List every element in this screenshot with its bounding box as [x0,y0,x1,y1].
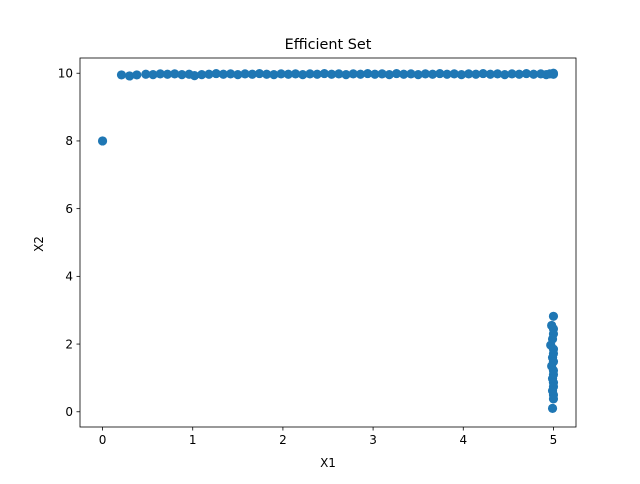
x-tick-label-4: 4 [459,433,467,447]
data-point-58 [529,69,539,79]
data-point-22 [269,69,279,80]
points-layer [97,68,559,413]
data-point-36 [370,69,380,79]
data-point-43 [420,69,430,79]
data-point-11 [189,71,200,81]
data-point-45 [435,68,445,79]
data-point-57 [521,68,532,79]
x-axis-label: X1 [320,456,336,470]
data-point-35 [363,68,373,79]
data-point-32 [341,69,351,80]
data-point-50 [471,69,481,79]
data-point-54 [500,69,510,80]
data-point-2 [125,71,135,81]
data-point-30 [327,69,337,79]
y-tick-label-4: 4 [65,270,73,284]
data-point-63 [548,68,559,78]
data-point-9 [177,69,187,80]
data-point-18 [240,69,250,79]
y-tick-label-6: 6 [65,202,73,216]
y-axis-label: X2 [32,236,46,252]
data-point-34 [355,69,366,79]
x-tick-label-3: 3 [369,433,377,447]
y-tick-label-10: 10 [58,67,73,81]
data-point-28 [312,69,322,79]
data-point-4 [141,69,151,79]
data-point-64 [548,311,559,321]
data-point-82 [548,394,559,404]
data-point-21 [262,69,272,79]
data-point-39 [391,68,402,79]
data-point-53 [492,69,503,79]
data-point-27 [305,69,315,79]
data-point-55 [507,69,517,79]
data-point-37 [377,69,387,79]
data-point-83 [547,403,558,413]
data-point-8 [170,69,180,79]
data-point-6 [155,69,165,79]
y-tick-label-0: 0 [65,405,73,419]
data-point-5 [148,69,158,80]
data-point-15 [218,69,228,79]
data-point-23 [276,69,286,79]
data-point-52 [485,69,495,79]
data-point-12 [197,69,207,80]
data-point-25 [290,69,301,79]
data-point-31 [334,69,344,79]
data-point-20 [254,68,265,79]
data-point-33 [348,69,358,79]
data-point-19 [247,69,257,79]
data-point-13 [204,69,214,79]
data-point-48 [456,69,467,80]
axes-layer: 0 1 2 3 4 5 0 2 4 6 8 10 [58,57,577,447]
data-point-14 [211,68,221,79]
chart-title: Efficient Set [285,37,372,53]
data-point-49 [464,69,474,79]
x-tick-label-5: 5 [550,433,558,447]
data-point-46 [442,69,452,79]
data-point-24 [283,69,293,79]
data-point-3 [132,70,142,80]
data-point-17 [233,69,243,80]
x-tick-label-2: 2 [279,433,287,447]
x-tick-label-1: 1 [189,433,197,447]
data-point-38 [384,69,394,80]
data-point-51 [478,68,488,79]
y-tick-label-8: 8 [65,134,73,148]
data-point-41 [406,69,416,79]
x-tick-label-0: 0 [99,433,107,447]
data-point-47 [449,69,459,79]
plot-frame [79,57,577,428]
data-point-29 [319,68,329,79]
data-point-42 [413,69,423,80]
data-point-1 [116,70,127,80]
data-point-0 [97,136,108,146]
data-point-7 [162,69,173,79]
data-point-56 [514,69,524,79]
data-point-44 [428,69,438,79]
data-point-16 [226,69,236,79]
y-tick-label-2: 2 [65,337,73,351]
data-point-26 [298,69,308,80]
data-point-40 [399,69,409,79]
